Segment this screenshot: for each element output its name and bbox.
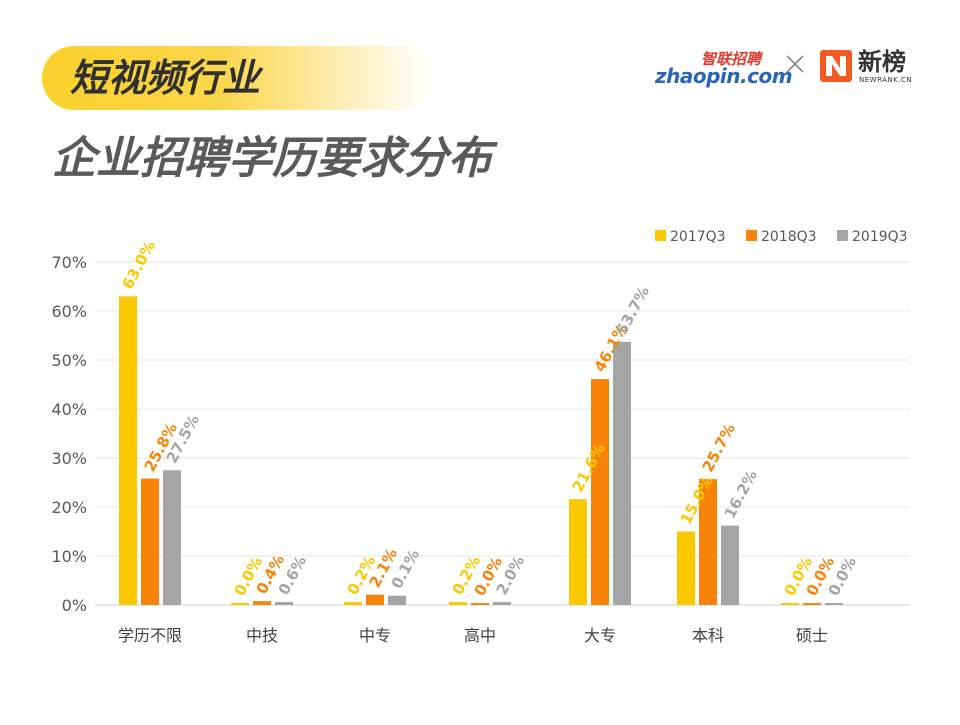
y-tick-label: 10% (51, 547, 87, 566)
bar (699, 479, 717, 605)
data-label: 16.2% (721, 467, 761, 521)
bar (449, 602, 467, 605)
gridlines (95, 261, 910, 606)
legend-label: 2019Q3 (852, 229, 908, 245)
bar (253, 601, 271, 605)
bar (471, 603, 489, 605)
bar (825, 603, 843, 605)
legend-swatch (655, 230, 666, 241)
x-axis-ticks: 学历不限 中技 中专 高中 大专 本科 硕士 (118, 626, 828, 645)
bar (569, 499, 587, 605)
bar (141, 478, 159, 605)
bar (275, 602, 293, 605)
y-tick-label: 40% (51, 400, 87, 419)
bar (493, 602, 511, 605)
legend: 2017Q3 2018Q3 2019Q3 (655, 229, 908, 245)
bar (677, 531, 695, 605)
legend-item: 2018Q3 (746, 229, 817, 245)
y-tick-label: 60% (51, 302, 87, 321)
y-tick-label: 50% (51, 351, 87, 370)
x-tick-label: 本科 (692, 626, 724, 645)
legend-label: 2018Q3 (761, 229, 817, 245)
page-title: 企业招聘学历要求分布 (52, 133, 492, 184)
newrank-logo-cn: 新榜 (858, 48, 906, 76)
zhaopin-logo-cn: 智联招聘 (701, 50, 762, 68)
bar (721, 525, 739, 605)
bar (803, 603, 821, 605)
bar (366, 594, 384, 605)
x-tick-label: 学历不限 (118, 626, 182, 645)
zhaopin-logo-en: zhaopin.com (655, 64, 793, 88)
y-tick-label: 30% (51, 449, 87, 468)
y-tick-label: 70% (51, 253, 87, 272)
bar (613, 341, 631, 605)
y-tick-label: 20% (51, 498, 87, 517)
newrank-logo-en: NEWRANK.CN (859, 76, 913, 84)
legend-label: 2017Q3 (670, 229, 726, 245)
newrank-mark-icon (820, 50, 852, 82)
bar (119, 296, 137, 605)
x-tick-label: 中技 (246, 626, 278, 645)
bar (231, 603, 249, 605)
data-label: 25.7% (699, 421, 739, 475)
bar (344, 602, 362, 605)
section-tag: 短视频行业 (70, 56, 261, 100)
bar (591, 379, 609, 605)
zhaopin-logo: 智联招聘 zhaopin.com (655, 50, 793, 92)
legend-swatch (837, 230, 848, 241)
legend-item: 2019Q3 (837, 229, 908, 245)
bar (388, 595, 406, 605)
title-tag-band (42, 46, 432, 110)
data-labels: 63.0%25.8%27.5%0.0%0.4%0.6% 0.2%2.1%0.1% 0… (119, 238, 860, 599)
legend-swatch (746, 230, 757, 241)
newrank-logo: 新榜 NEWRANK.CN (820, 48, 915, 88)
x-tick-label: 中专 (359, 626, 391, 645)
x-tick-label: 硕士 (796, 626, 828, 645)
data-label: 63.0% (119, 238, 159, 292)
bar (781, 603, 799, 605)
bar (163, 470, 181, 605)
bars (119, 296, 843, 605)
y-axis-ticks: 0% 10% 20% 30% 40% 50% 60% 70% (51, 253, 87, 615)
y-tick-label: 0% (62, 596, 87, 615)
x-tick-label: 高中 (464, 626, 496, 645)
times-icon (786, 55, 804, 73)
x-tick-label: 大专 (584, 626, 616, 645)
legend-item: 2017Q3 (655, 229, 726, 245)
